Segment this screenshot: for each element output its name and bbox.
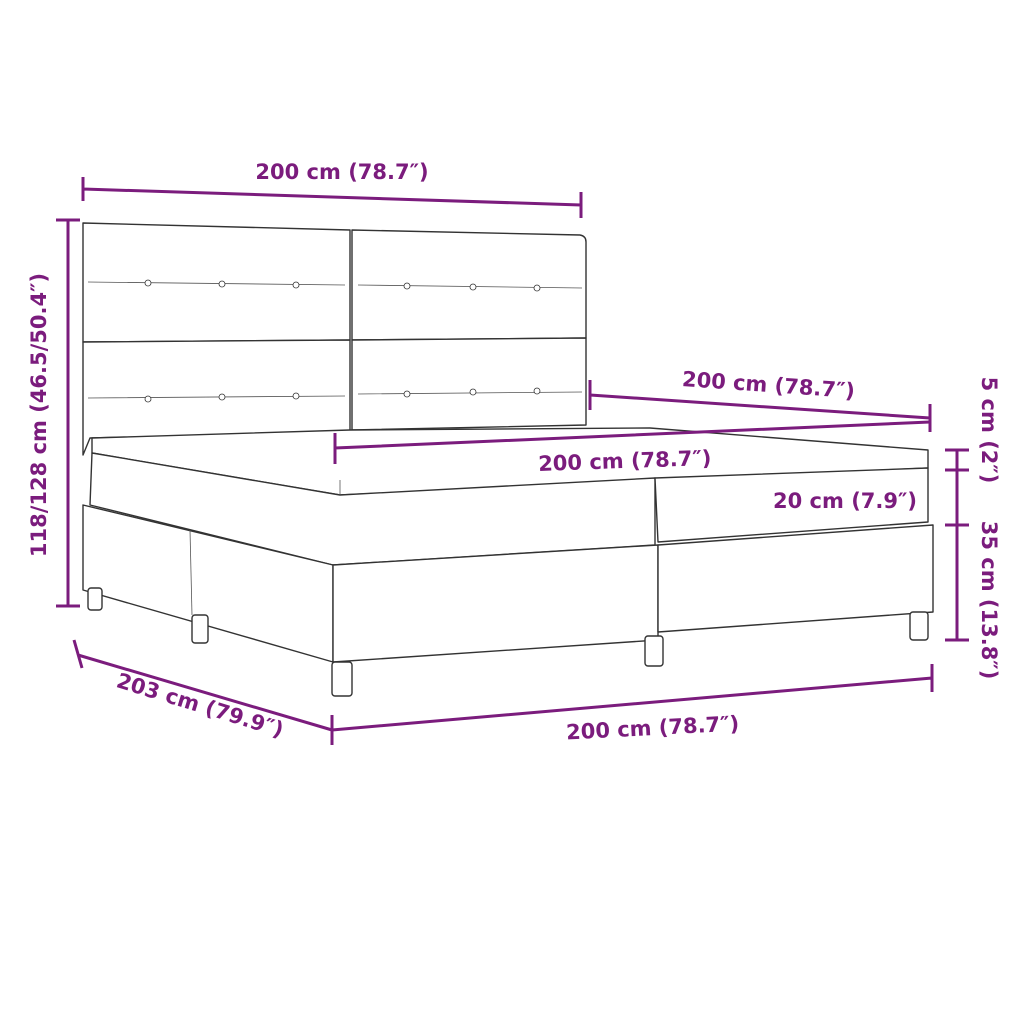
mattress-height-line [945,470,969,527]
topper-height-label: 5 cm (2″) [977,377,1001,484]
base-height-label: 35 cm (13.8″) [977,521,1001,680]
depth-line [588,380,932,432]
topper-height-line [945,448,969,472]
depth-label: 200 cm (78.7″) [681,367,855,403]
box-spring-base [82,504,934,697]
mattress [89,427,929,566]
base-height-line [945,525,969,642]
base-width-line [331,664,934,732]
mattress-width-line [333,420,931,464]
mattress-height-label: 20 cm (7.9″) [773,489,917,513]
length-label: 203 cm (79.9″) [114,669,287,743]
headboard-width-line [81,177,583,218]
headboard-width-label: 200 cm (78.7″) [255,160,428,184]
headboard [82,222,587,456]
base-width-label: 200 cm (78.7″) [566,711,740,744]
height-line [56,218,80,608]
length-line [72,639,334,745]
height-label: 118/128 cm (46.5/50.4″) [27,273,51,557]
